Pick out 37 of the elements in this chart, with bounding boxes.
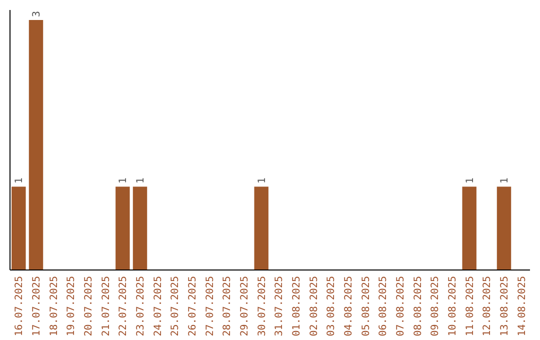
x-tick-label: 09.08.2025 — [430, 276, 442, 336]
data-label: 1 — [464, 178, 476, 184]
x-tick-label: 21.07.2025 — [100, 276, 112, 336]
x-tick-label: 06.08.2025 — [378, 276, 390, 336]
x-tick-label: 18.07.2025 — [48, 276, 60, 336]
x-tick-label: 13.08.2025 — [500, 276, 510, 336]
data-label: 1 — [256, 178, 268, 184]
x-tick-label: 02.08.2025 — [308, 276, 320, 336]
x-tick-label: 30.07.2025 — [256, 276, 268, 336]
x-tick-label: 10.08.2025 — [448, 276, 458, 336]
x-tick-label: 28.07.2025 — [222, 276, 234, 336]
data-label: 1 — [136, 178, 146, 184]
x-tick-label: 05.08.2025 — [360, 276, 372, 336]
x-tick-label: 31.07.2025 — [274, 276, 286, 336]
x-tick-label: 11.08.2025 — [464, 276, 476, 336]
x-tick-label: 01.08.2025 — [292, 276, 302, 336]
x-tick-label: 24.07.2025 — [152, 276, 164, 336]
x-tick-label: 03.08.2025 — [326, 276, 338, 336]
x-tick-label: 04.08.2025 — [344, 276, 354, 336]
x-tick-label: 19.07.2025 — [66, 276, 78, 336]
data-label: 1 — [500, 178, 510, 184]
x-tick-label: 17.07.2025 — [32, 276, 42, 336]
x-tick-label: 27.07.2025 — [204, 276, 216, 336]
data-label: 1 — [14, 178, 26, 184]
x-tick-label: 08.08.2025 — [412, 276, 424, 336]
x-tick-label: 16.07.2025 — [14, 276, 26, 336]
data-label: 1 — [118, 178, 130, 184]
x-tick-label: 14.08.2025 — [516, 276, 528, 336]
x-tick-label: 25.07.2025 — [170, 276, 182, 336]
x-tick-label: 22.07.2025 — [118, 276, 130, 336]
data-label: 3 — [32, 10, 42, 17]
x-tick-label: 07.08.2025 — [396, 276, 406, 336]
x-tick-label: 23.07.2025 — [136, 276, 146, 336]
x-tick-label: 12.08.2025 — [482, 276, 494, 336]
x-tick-label: 26.07.2025 — [188, 276, 198, 336]
x-tick-label: 20.07.2025 — [84, 276, 94, 336]
x-tick-label: 29.07.2025 — [240, 276, 250, 336]
